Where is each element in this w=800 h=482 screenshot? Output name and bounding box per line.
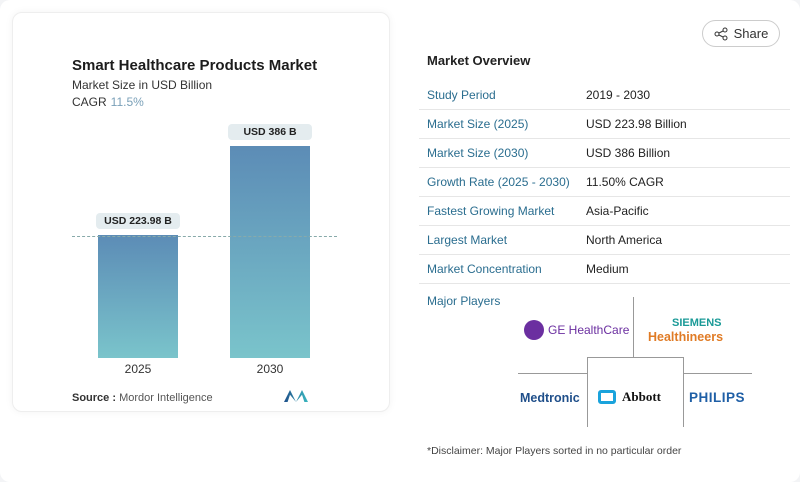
major-players-label: Major Players (427, 294, 501, 308)
cagr-value: 11.5% (110, 95, 144, 109)
row-value: 11.50% CAGR (586, 175, 664, 189)
abbott-a-icon (598, 390, 616, 404)
row-value: North America (586, 233, 663, 247)
bar-2030 (230, 146, 310, 358)
share-label: Share (733, 26, 769, 41)
data-label: USD 223.98 B (96, 212, 180, 229)
healthineers-logo: Healthineers (648, 330, 724, 344)
row-value: USD 386 Billion (586, 146, 671, 160)
overview-row: Market Concentration Medium (419, 255, 790, 284)
overview-row: Study Period 2019 - 2030 (419, 81, 790, 110)
row-key: Market Size (2025) (427, 117, 529, 131)
overview-title: Market Overview (427, 53, 531, 68)
reference-line (72, 236, 337, 237)
source-label: Source : (72, 392, 117, 404)
row-key: Fastest Growing Market (427, 204, 555, 218)
row-value: USD 223.98 Billion (586, 117, 687, 131)
row-key: Market Concentration (427, 262, 542, 276)
row-key: Study Period (427, 88, 496, 102)
overview-row: Market Size (2030) USD 386 Billion (419, 139, 790, 168)
row-value: 2019 - 2030 (586, 88, 651, 102)
ge-monogram-icon (524, 320, 544, 340)
overview-row: Fastest Growing Market Asia-Pacific (419, 197, 790, 226)
source: Source : Mordor Intelligence (72, 392, 213, 404)
ge-name: GE HealthCare (548, 323, 630, 337)
siemens-logo: SIEMENS (672, 317, 722, 329)
row-value: Asia-Pacific (586, 204, 649, 218)
chart-title: Smart Healthcare Products Market (72, 57, 318, 74)
source-value: Mordor Intelligence (119, 392, 213, 404)
row-key: Market Size (2030) (427, 146, 529, 160)
x-tick-label: 2030 (256, 362, 284, 376)
row-key: Largest Market (427, 233, 508, 247)
row-key: Growth Rate (2025 - 2030) (427, 175, 570, 189)
cagr: CAGR 11.5% (72, 95, 144, 109)
philips-logo: PHILIPS (689, 390, 746, 405)
overview-row: Market Size (2025) USD 223.98 Billion (419, 110, 790, 139)
abbott-name: Abbott (622, 389, 662, 404)
x-tick-label: 2025 (124, 362, 152, 376)
ge-logo: GE HealthCare (524, 320, 629, 340)
share-icon (714, 27, 728, 40)
row-value: Medium (586, 262, 629, 276)
chart-subtitle: Market Size in USD Billion (72, 78, 213, 92)
bar-2025 (98, 234, 178, 358)
share-button[interactable]: Share (702, 20, 780, 47)
data-label: USD 386 B (228, 124, 312, 140)
chart-panel (12, 12, 390, 412)
disclaimer: *Disclaimer: Major Players sorted in no … (427, 445, 682, 457)
abbott-logo: Abbott (598, 389, 661, 405)
overview-row: Largest Market North America (419, 226, 790, 255)
overview-row: Growth Rate (2025 - 2030) 11.50% CAGR (419, 168, 790, 197)
divider (633, 297, 634, 357)
medtronic-logo: Medtronic (520, 391, 580, 405)
cagr-label: CAGR (72, 95, 107, 109)
